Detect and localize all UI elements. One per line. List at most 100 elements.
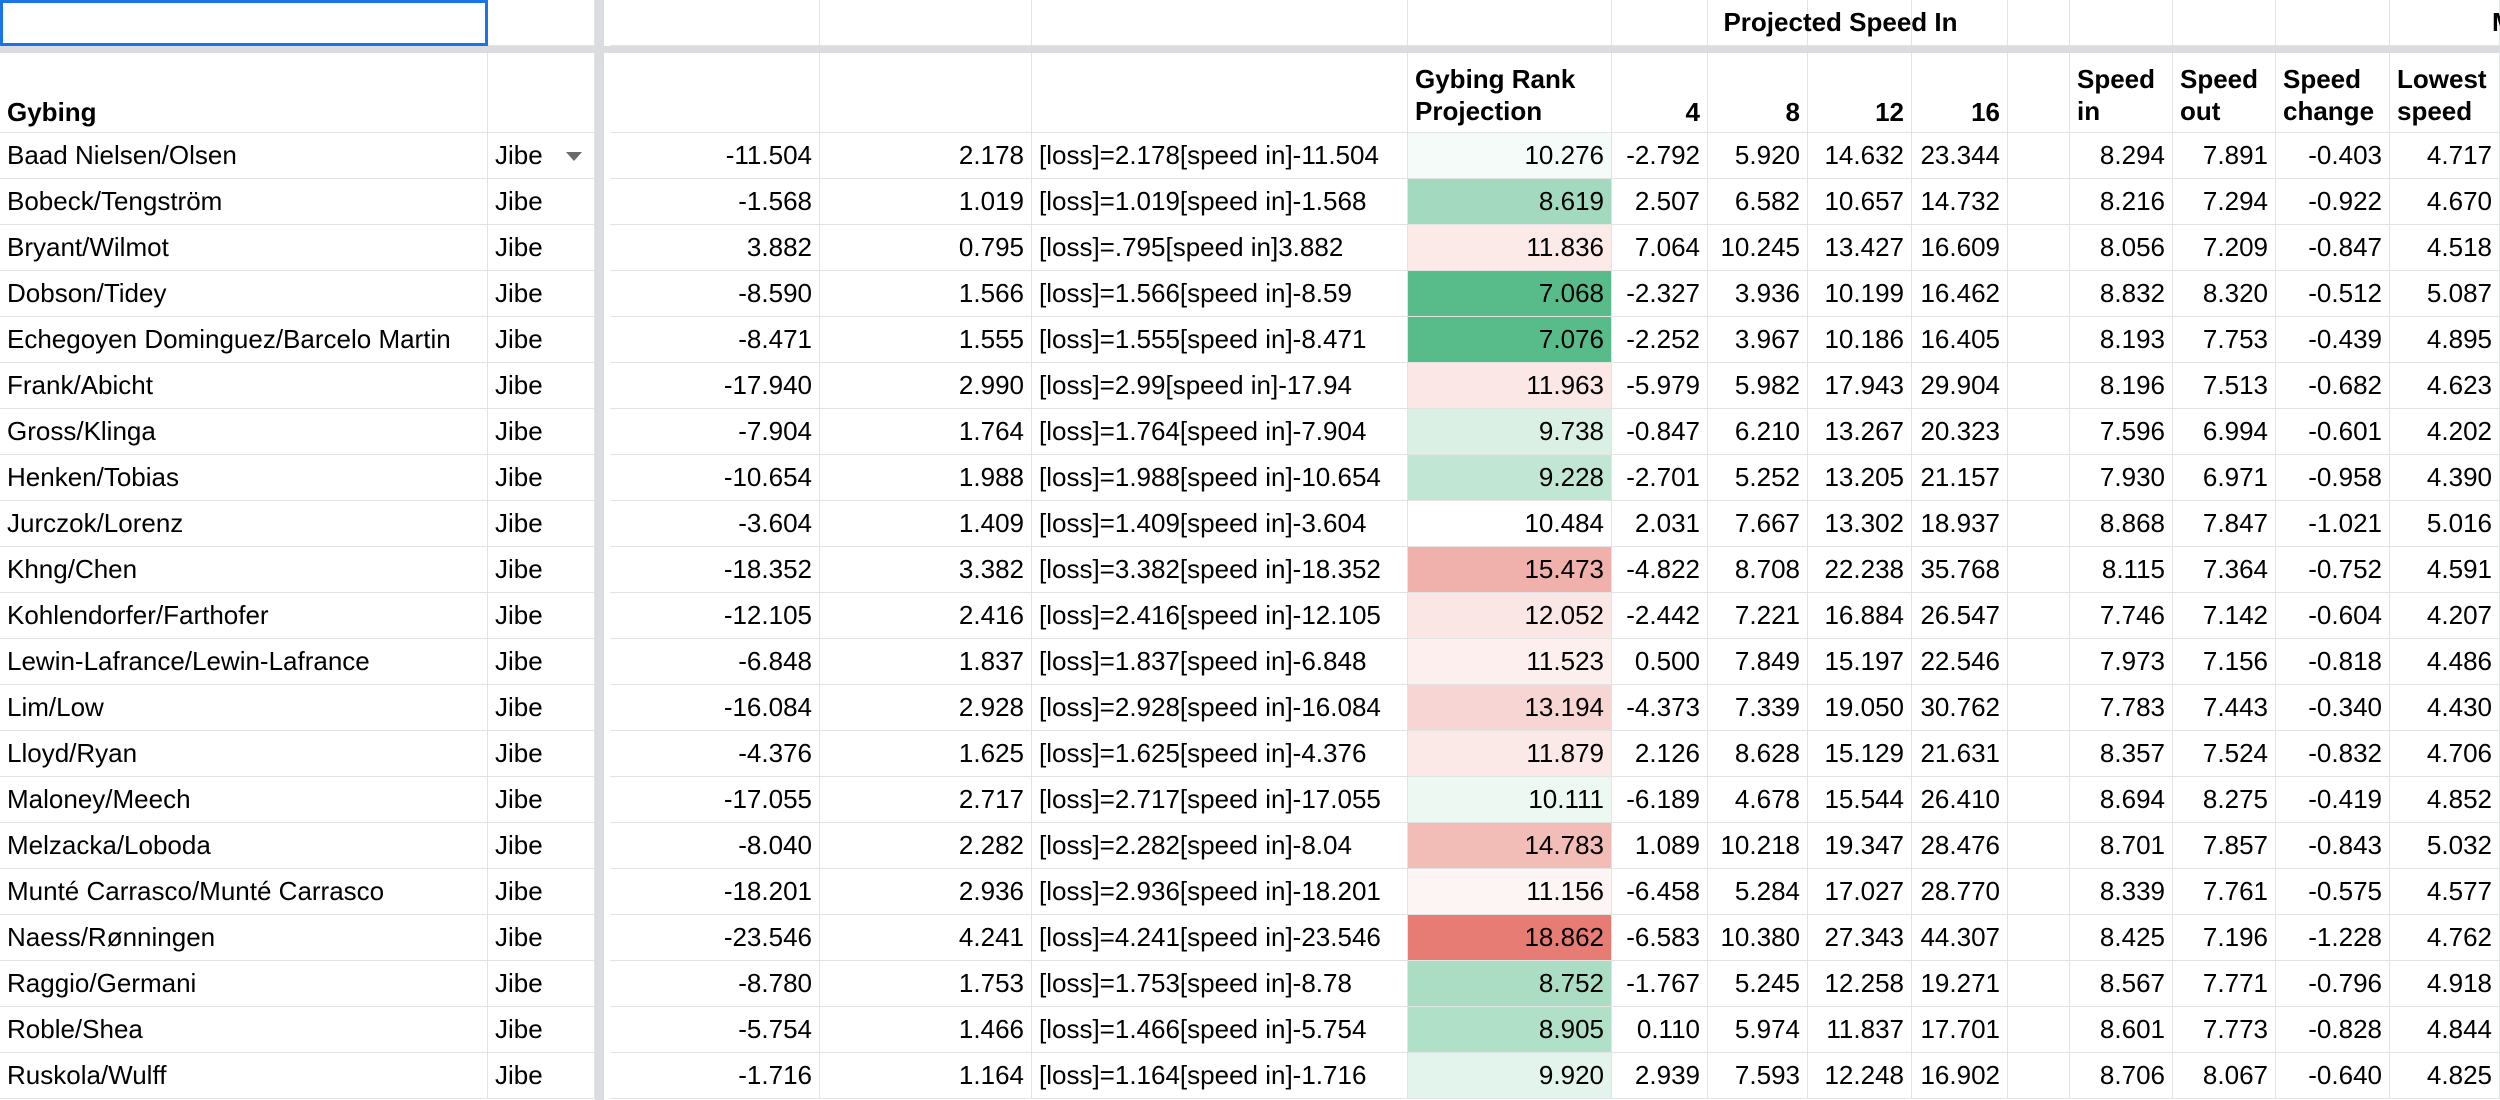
intercept-cell[interactable]: -8.590 [610, 271, 820, 317]
speed-change-cell[interactable]: -0.796 [2276, 961, 2390, 1007]
speed-in-cell[interactable]: 8.706 [2070, 1053, 2173, 1099]
speed-8-header[interactable]: 8 [1708, 53, 1808, 133]
speed-out-cell[interactable]: 7.142 [2173, 593, 2276, 639]
speed-in-cell[interactable]: 7.746 [2070, 593, 2173, 639]
intercept-cell[interactable]: -3.604 [610, 501, 820, 547]
team-name-cell[interactable]: Bobeck/Tengström [0, 179, 488, 225]
lowest-speed-cell[interactable]: 4.895 [2390, 317, 2500, 363]
projected-speed-8-cell[interactable]: 8.708 [1708, 547, 1808, 593]
maneuver-cell[interactable]: Jibe [488, 915, 595, 961]
blank-cell[interactable] [2008, 225, 2070, 271]
team-name-cell[interactable]: Munté Carrasco/Munté Carrasco [0, 869, 488, 915]
projected-speed-12-cell[interactable]: 14.632 [1808, 133, 1912, 179]
speed-out-cell[interactable]: 7.891 [2173, 133, 2276, 179]
maneuver-cell[interactable]: Jibe [488, 1007, 595, 1053]
projected-speed-16-cell[interactable]: 20.323 [1912, 409, 2008, 455]
speed-change-cell[interactable]: -0.340 [2276, 685, 2390, 731]
blank-cell[interactable] [2008, 317, 2070, 363]
maneuver-cell[interactable]: Jibe [488, 1053, 595, 1099]
projected-speed-16-cell[interactable]: 16.405 [1912, 317, 2008, 363]
projected-speed-12-cell[interactable]: 13.302 [1808, 501, 1912, 547]
lowest-speed-cell[interactable]: 4.825 [2390, 1053, 2500, 1099]
header-cell[interactable] [1408, 0, 1612, 46]
projected-speed-12-cell[interactable]: 11.837 [1808, 1007, 1912, 1053]
team-name-cell[interactable]: Bryant/Wilmot [0, 225, 488, 271]
maneuver-cell[interactable]: Jibe [488, 731, 595, 777]
speed-change-cell[interactable]: -0.847 [2276, 225, 2390, 271]
maneuver-cell[interactable]: Jibe [488, 501, 595, 547]
speed-in-cell[interactable]: 7.596 [2070, 409, 2173, 455]
speed-change-cell[interactable]: -0.439 [2276, 317, 2390, 363]
maneuver-cell[interactable]: Jibe [488, 869, 595, 915]
header-cell[interactable] [610, 0, 820, 46]
projected-speed-in-header[interactable]: Projected Speed In [1612, 0, 2070, 46]
intercept-cell[interactable]: -8.471 [610, 317, 820, 363]
projected-speed-4-cell[interactable]: -6.458 [1612, 869, 1708, 915]
lowest-speed-cell[interactable]: 5.016 [2390, 501, 2500, 547]
speed-out-cell[interactable]: 7.443 [2173, 685, 2276, 731]
projected-speed-4-cell[interactable]: -2.442 [1612, 593, 1708, 639]
team-name-cell[interactable]: Kohlendorfer/Farthofer [0, 593, 488, 639]
speed-change-cell[interactable]: -0.922 [2276, 179, 2390, 225]
speed-in-cell[interactable]: 8.294 [2070, 133, 2173, 179]
speed-out-cell[interactable]: 7.156 [2173, 639, 2276, 685]
rank-projection-cell[interactable]: 14.783 [1408, 823, 1612, 869]
intercept-cell[interactable]: 3.882 [610, 225, 820, 271]
projected-speed-16-cell[interactable]: 16.609 [1912, 225, 2008, 271]
speed-in-cell[interactable]: 8.694 [2070, 777, 2173, 823]
header-cell[interactable] [488, 0, 595, 46]
blank-cell[interactable] [2008, 1007, 2070, 1053]
projected-speed-16-cell[interactable]: 21.631 [1912, 731, 2008, 777]
projected-speed-4-cell[interactable]: -2.327 [1612, 271, 1708, 317]
projected-speed-12-cell[interactable]: 15.197 [1808, 639, 1912, 685]
speed-change-cell[interactable]: -0.752 [2276, 547, 2390, 593]
projected-speed-4-cell[interactable]: -6.189 [1612, 777, 1708, 823]
speed-out-cell[interactable]: 7.364 [2173, 547, 2276, 593]
speed-change-cell[interactable]: -0.682 [2276, 363, 2390, 409]
header-cell[interactable] [2276, 0, 2390, 46]
speed-change-cell[interactable]: -1.021 [2276, 501, 2390, 547]
rank-projection-cell[interactable]: 8.752 [1408, 961, 1612, 1007]
formula-cell[interactable]: [loss]=2.282[speed in]-8.04 [1032, 823, 1408, 869]
speed-change-header[interactable]: Speed change [2276, 53, 2390, 133]
blank-cell[interactable] [2008, 777, 2070, 823]
maneuver-cell[interactable]: Jibe [488, 409, 595, 455]
projected-speed-8-cell[interactable]: 5.974 [1708, 1007, 1808, 1053]
projected-speed-16-cell[interactable]: 21.157 [1912, 455, 2008, 501]
speed-out-cell[interactable]: 8.067 [2173, 1053, 2276, 1099]
projected-speed-16-cell[interactable]: 28.476 [1912, 823, 2008, 869]
maneuver-cell[interactable]: Jibe [488, 225, 595, 271]
header-cell[interactable] [2173, 0, 2276, 46]
projected-speed-12-cell[interactable]: 17.943 [1808, 363, 1912, 409]
projected-speed-12-cell[interactable]: 17.027 [1808, 869, 1912, 915]
projected-speed-8-cell[interactable]: 7.667 [1708, 501, 1808, 547]
blank-cell[interactable] [2008, 1053, 2070, 1099]
projected-speed-8-cell[interactable]: 3.967 [1708, 317, 1808, 363]
blank-cell[interactable] [2008, 409, 2070, 455]
lowest-speed-cell[interactable]: 4.518 [2390, 225, 2500, 271]
loss-coefficient-cell[interactable]: 1.466 [820, 1007, 1032, 1053]
projected-speed-16-cell[interactable]: 28.770 [1912, 869, 2008, 915]
team-name-cell[interactable]: Frank/Abicht [0, 363, 488, 409]
projected-speed-16-cell[interactable]: 22.546 [1912, 639, 2008, 685]
blank-cell[interactable] [2008, 961, 2070, 1007]
speed-4-header[interactable]: 4 [1612, 53, 1708, 133]
intercept-cell[interactable]: -7.904 [610, 409, 820, 455]
lowest-speed-cell[interactable]: 4.762 [2390, 915, 2500, 961]
rank-projection-cell[interactable]: 12.052 [1408, 593, 1612, 639]
header-cell[interactable] [488, 53, 595, 133]
blank-cell[interactable] [2008, 869, 2070, 915]
lowest-speed-cell[interactable]: 4.577 [2390, 869, 2500, 915]
loss-coefficient-cell[interactable]: 0.795 [820, 225, 1032, 271]
intercept-cell[interactable]: -5.754 [610, 1007, 820, 1053]
lowest-speed-cell[interactable]: 4.591 [2390, 547, 2500, 593]
header-cell[interactable] [820, 53, 1032, 133]
projected-speed-12-cell[interactable]: 15.129 [1808, 731, 1912, 777]
rank-projection-cell[interactable]: 7.068 [1408, 271, 1612, 317]
projected-speed-12-cell[interactable]: 10.186 [1808, 317, 1912, 363]
rank-projection-cell[interactable]: 9.228 [1408, 455, 1612, 501]
formula-cell[interactable]: [loss]=2.99[speed in]-17.94 [1032, 363, 1408, 409]
formula-cell[interactable]: [loss]=1.625[speed in]-4.376 [1032, 731, 1408, 777]
rank-projection-cell[interactable]: 11.156 [1408, 869, 1612, 915]
projected-speed-4-cell[interactable]: -1.767 [1612, 961, 1708, 1007]
